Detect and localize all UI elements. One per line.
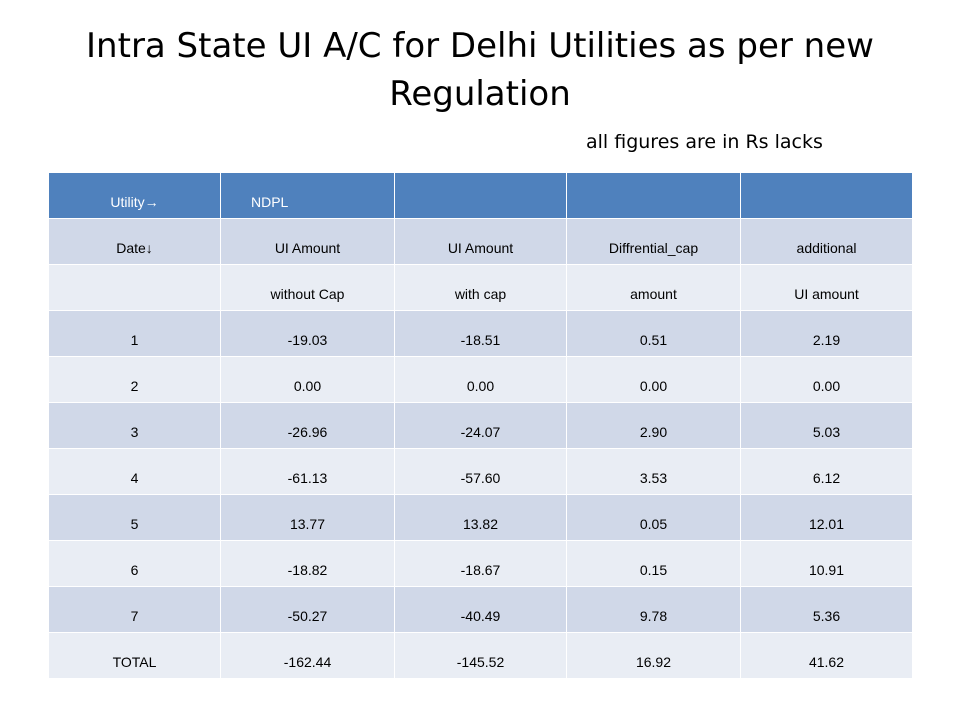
- slide-title: Intra State UI A/C for Delhi Utilities a…: [86, 26, 874, 114]
- table-cell: 0.51: [566, 310, 741, 357]
- table-cell: -18.67: [394, 540, 567, 587]
- total-row: TOTAL -162.44 -145.52 16.92 41.62: [48, 632, 913, 679]
- table-cell: -40.49: [394, 586, 567, 633]
- table-cell: -145.52: [394, 632, 567, 679]
- table-header-row: Utility→ NDPL: [48, 172, 913, 219]
- table-cell: -61.13: [220, 448, 395, 495]
- table-row: 7 -50.27 -40.49 9.78 5.36: [48, 586, 913, 633]
- column-label: UI amount: [740, 264, 913, 311]
- table-cell: 3: [48, 402, 221, 449]
- header-cell: NDPL: [220, 172, 395, 219]
- table-cell: 2: [48, 356, 221, 403]
- header-cell: [566, 172, 741, 219]
- table-cell: 0.00: [566, 356, 741, 403]
- table-cell: 0.00: [740, 356, 913, 403]
- column-label-row: without Cap with cap amount UI amount: [48, 264, 913, 311]
- ui-account-table: Utility→ NDPL Date↓ UI Amount UI Amount …: [48, 172, 913, 679]
- column-label-row: Date↓ UI Amount UI Amount Diffrential_ca…: [48, 218, 913, 265]
- header-cell: [740, 172, 913, 219]
- header-cell: [394, 172, 567, 219]
- table-cell: 13.77: [220, 494, 395, 541]
- table-cell: 5.03: [740, 402, 913, 449]
- column-label: UI Amount: [394, 218, 567, 265]
- table-row: 1 -19.03 -18.51 0.51 2.19: [48, 310, 913, 357]
- table-cell: 9.78: [566, 586, 741, 633]
- table-cell: 0.00: [394, 356, 567, 403]
- table-cell: 2.19: [740, 310, 913, 357]
- table-cell: 5: [48, 494, 221, 541]
- table-cell: 6.12: [740, 448, 913, 495]
- column-label: UI Amount: [220, 218, 395, 265]
- table-cell: -18.82: [220, 540, 395, 587]
- column-label: Diffrential_cap: [566, 218, 741, 265]
- table-cell: 7: [48, 586, 221, 633]
- table-cell: 3.53: [566, 448, 741, 495]
- table-cell: 1: [48, 310, 221, 357]
- table-cell: -19.03: [220, 310, 395, 357]
- table-cell: 0.00: [220, 356, 395, 403]
- header-cell: Utility→: [48, 172, 221, 219]
- column-label: with cap: [394, 264, 567, 311]
- table-row: 6 -18.82 -18.67 0.15 10.91: [48, 540, 913, 587]
- table-cell: -26.96: [220, 402, 395, 449]
- table-row: 3 -26.96 -24.07 2.90 5.03: [48, 402, 913, 449]
- table-cell: 2.90: [566, 402, 741, 449]
- column-label: additional: [740, 218, 913, 265]
- table-row: 2 0.00 0.00 0.00 0.00: [48, 356, 913, 403]
- column-label: without Cap: [220, 264, 395, 311]
- table-cell: -24.07: [394, 402, 567, 449]
- table-row: 5 13.77 13.82 0.05 12.01: [48, 494, 913, 541]
- table-row: 4 -61.13 -57.60 3.53 6.12: [48, 448, 913, 495]
- table-cell: -18.51: [394, 310, 567, 357]
- table-cell: 4: [48, 448, 221, 495]
- units-note: all figures are in Rs lacks: [586, 131, 823, 153]
- table-cell: 12.01: [740, 494, 913, 541]
- table-cell: 0.05: [566, 494, 741, 541]
- table-cell: 41.62: [740, 632, 913, 679]
- table-cell: 5.36: [740, 586, 913, 633]
- table-cell: 0.15: [566, 540, 741, 587]
- table-cell: TOTAL: [48, 632, 221, 679]
- table-cell: -162.44: [220, 632, 395, 679]
- table-cell: 10.91: [740, 540, 913, 587]
- table-cell: -57.60: [394, 448, 567, 495]
- table-cell: 16.92: [566, 632, 741, 679]
- table-cell: -50.27: [220, 586, 395, 633]
- table-cell: 6: [48, 540, 221, 587]
- column-label: Date↓: [48, 218, 221, 265]
- column-label: amount: [566, 264, 741, 311]
- column-label: [48, 264, 221, 311]
- table-cell: 13.82: [394, 494, 567, 541]
